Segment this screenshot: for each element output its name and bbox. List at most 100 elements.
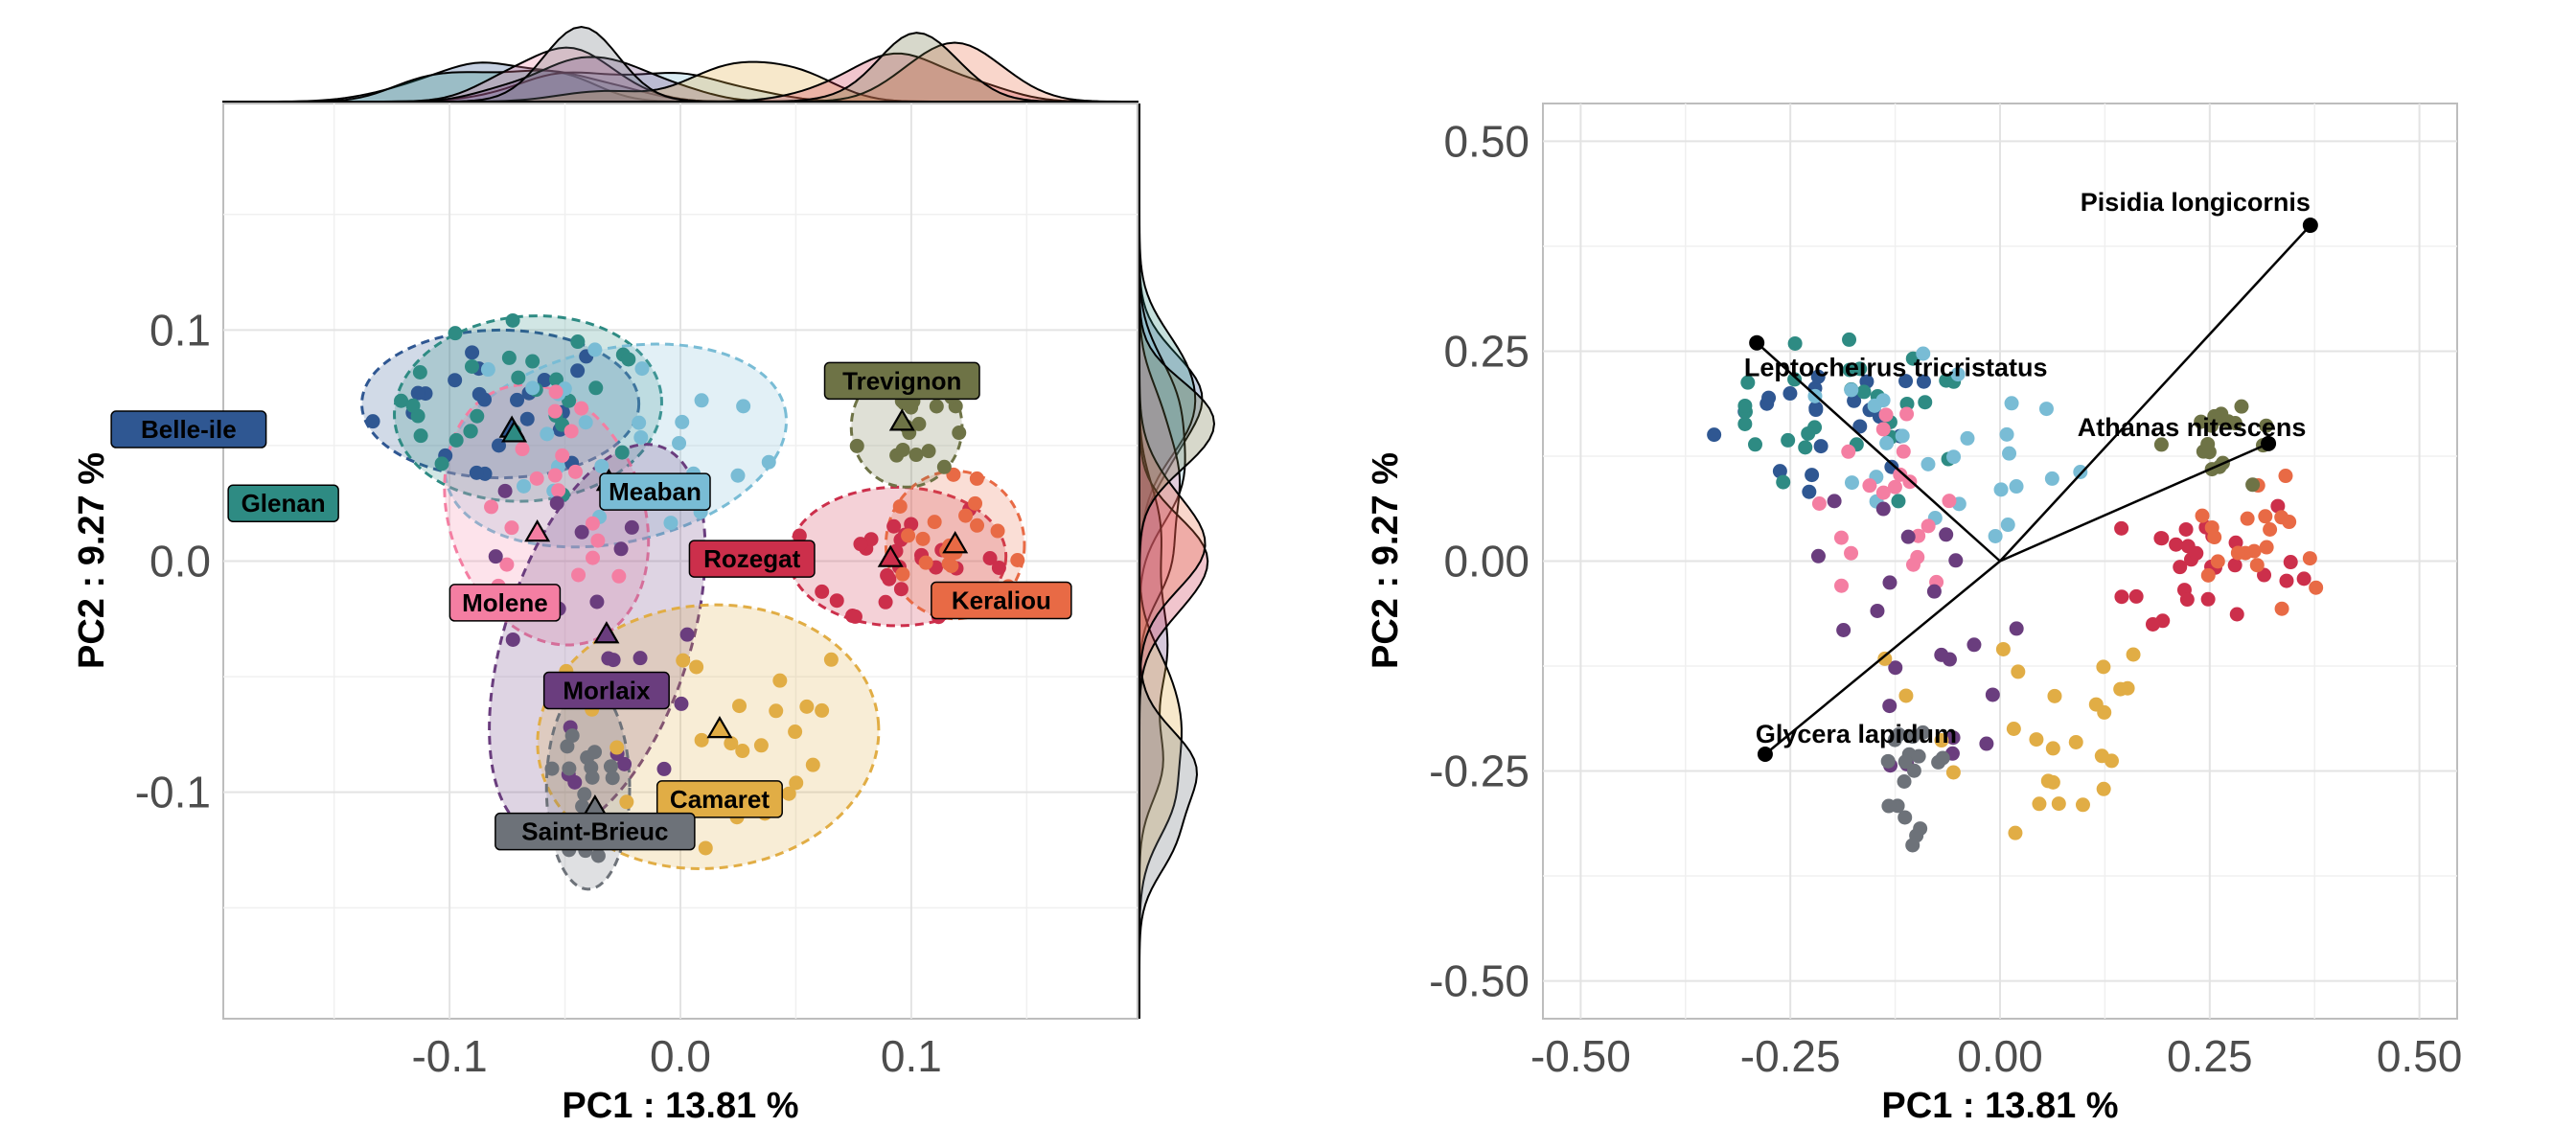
point-rozegat (2229, 607, 2244, 622)
loading-glycera-lapidum: Glycera lapidum (1756, 560, 2001, 763)
point-glenan (1781, 432, 1796, 448)
site-label-saint-brieuc: Saint-Brieuc (494, 812, 696, 851)
centroid-rozegat (877, 544, 904, 567)
point-morlaix (674, 696, 689, 711)
site-label-box (227, 484, 339, 522)
point-belle-ile (1808, 402, 1824, 418)
point-belle-ile (410, 385, 426, 401)
x-tick-label: -0.25 (1740, 1031, 1841, 1081)
point-molene (504, 520, 519, 536)
site-label-glenan: Glenan (227, 484, 339, 522)
point-keraliou (2274, 601, 2289, 616)
point-glenan (525, 354, 540, 369)
point-molene (586, 550, 601, 565)
y-tick-label: 0.25 (1443, 326, 1530, 376)
x-tick-label: -0.50 (1530, 1031, 1631, 1081)
point-morlaix (613, 541, 629, 557)
point-glenan (463, 424, 478, 439)
left-x-axis-title: PC1 : 13.81 % (562, 1086, 798, 1126)
site-label-box (542, 671, 670, 710)
point-glenan (464, 358, 479, 374)
point-saint-brieuc (1897, 773, 1912, 789)
point-saint-brieuc (585, 770, 600, 785)
point-belle-ile (472, 386, 487, 402)
point-molene (590, 533, 606, 548)
point-rozegat (2173, 560, 2188, 575)
species-label: Athanas nitescens (2078, 413, 2307, 442)
point-saint-brieuc (560, 739, 575, 754)
point-meaban (1895, 428, 1910, 444)
site-label-text: Belle-ile (141, 415, 237, 444)
point-morlaix (1966, 637, 1982, 653)
point-belle-ile (510, 392, 525, 407)
point-meaban (1999, 426, 2014, 442)
point-meaban (1879, 435, 1895, 450)
point-trevignon (936, 459, 952, 474)
point-belle-ile (570, 363, 586, 379)
point-rozegat (2189, 545, 2204, 561)
point-camaret (2094, 748, 2109, 764)
point-meaban (1950, 367, 1966, 382)
point-glenan (1798, 440, 1813, 455)
point-rozegat (853, 537, 868, 552)
point-keraliou (2282, 515, 2297, 530)
point-molene (1905, 557, 1920, 572)
point-rozegat (904, 517, 919, 532)
point-meaban (663, 516, 678, 531)
site-label-molene: Molene (448, 584, 562, 622)
point-belle-ile (365, 414, 380, 429)
point-molene (585, 516, 600, 531)
point-keraliou (958, 508, 974, 523)
point-meaban (594, 458, 610, 473)
point-belle-ile (537, 373, 552, 388)
site-label-box (448, 584, 562, 622)
site-label-box (823, 361, 980, 401)
point-trevignon (2207, 408, 2222, 424)
point-meaban (1844, 475, 1859, 491)
point-trevignon (2200, 436, 2216, 451)
point-morlaix (679, 627, 695, 642)
point-glenan (1740, 375, 1756, 390)
site-label-box (688, 540, 816, 578)
x-tick-label: -0.1 (411, 1031, 487, 1081)
point-trevignon (895, 442, 910, 457)
point-molene (499, 557, 515, 572)
point-molene (611, 568, 627, 584)
point-belle-ile (1852, 419, 1868, 434)
point-keraliou (1010, 553, 1025, 568)
point-camaret (2032, 796, 2047, 812)
point-glenan (448, 432, 464, 448)
point-camaret (689, 659, 704, 675)
point-camaret (1898, 688, 1914, 703)
point-meaban (1916, 346, 1931, 361)
point-keraliou (2259, 540, 2274, 555)
point-saint-brieuc (1880, 753, 1896, 769)
point-trevignon (921, 444, 936, 459)
point-trevignon (2245, 477, 2261, 493)
site-label-text: Camaret (670, 785, 770, 814)
point-rozegat (2128, 588, 2144, 604)
point-keraliou (2207, 530, 2222, 545)
point-belle-ile (1916, 374, 1931, 389)
point-meaban (2000, 518, 2015, 533)
site-label-box (494, 812, 696, 851)
centroid-morlaix (593, 621, 620, 644)
point-rozegat (829, 593, 844, 609)
site-label-box (656, 780, 783, 818)
point-morlaix (589, 594, 605, 610)
point-belle-ile (1813, 439, 1828, 454)
site-label-box (599, 472, 711, 511)
point-glenan (501, 350, 517, 365)
point-trevignon (929, 399, 944, 414)
point-glenan (1776, 474, 1791, 490)
point-morlaix (617, 756, 632, 771)
point-molene (547, 468, 563, 483)
point-glenan (621, 352, 636, 367)
point-keraliou (2263, 521, 2278, 537)
site-label-meaban: Meaban (599, 472, 711, 511)
point-saint-brieuc (1898, 810, 1913, 825)
point-keraliou (901, 528, 916, 543)
site-label-box (931, 581, 1072, 620)
point-molene (548, 384, 564, 400)
point-saint-brieuc (1911, 748, 1926, 764)
